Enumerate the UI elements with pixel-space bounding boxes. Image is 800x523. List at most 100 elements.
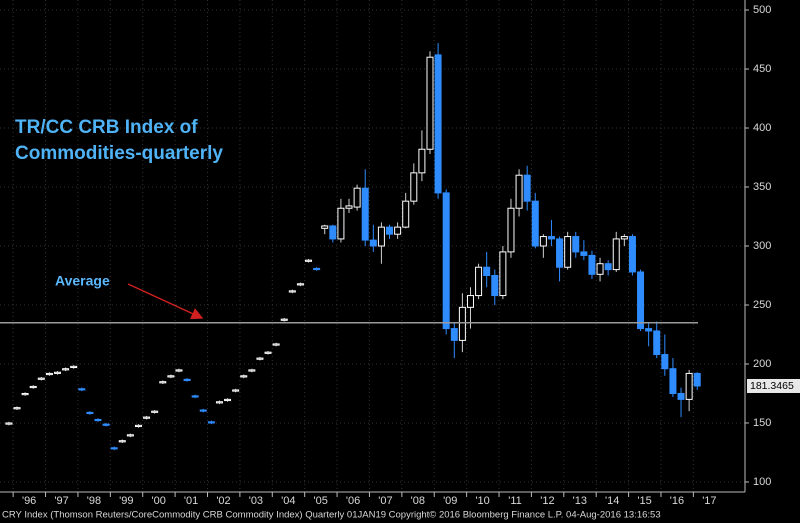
candle-body <box>580 251 588 256</box>
candles <box>5 43 701 451</box>
candle-body <box>37 377 45 380</box>
x-tick-label: '04 <box>281 495 295 507</box>
candle-body <box>693 372 701 387</box>
candle-body <box>669 368 677 394</box>
candle-body <box>483 266 491 276</box>
x-tick-label: '06 <box>346 495 360 507</box>
candle-body <box>523 174 531 202</box>
candle-body <box>450 328 458 341</box>
candle-body <box>491 274 499 297</box>
candle-body <box>653 330 661 356</box>
candle-body <box>288 290 296 293</box>
candle-body <box>677 392 685 400</box>
x-tick-label: '08 <box>411 495 425 507</box>
candle-body <box>94 418 102 422</box>
candle-body <box>394 226 402 235</box>
candle-body <box>507 207 515 253</box>
candle-body <box>418 148 426 174</box>
candle-body <box>21 392 29 396</box>
last-price-box <box>747 378 800 393</box>
candle-body <box>272 343 280 346</box>
candle-body <box>685 372 693 400</box>
annotation-arrow <box>127 283 204 320</box>
candle-body <box>661 354 669 370</box>
y-tick-label: 100 <box>753 476 771 488</box>
candle-body <box>53 371 61 374</box>
candle-body <box>232 389 240 392</box>
candle-body <box>305 259 313 262</box>
x-tick-label: '07 <box>378 495 392 507</box>
candle-body <box>62 368 70 371</box>
x-tick-label: '17 <box>702 495 716 507</box>
candle-body <box>264 351 272 354</box>
candle-body <box>175 369 183 372</box>
x-tick-label: '98 <box>87 495 101 507</box>
x-tick-label: '14 <box>605 495 619 507</box>
candle-body <box>645 328 653 332</box>
x-tick-label: '09 <box>443 495 457 507</box>
x-tick-label: '12 <box>540 495 554 507</box>
candle-body <box>102 423 110 426</box>
candle-body <box>620 236 628 240</box>
candle-body <box>596 263 604 275</box>
candle-body <box>572 236 580 253</box>
candle-body <box>248 369 256 372</box>
y-tick-label: 350 <box>753 181 771 193</box>
candle-body <box>475 266 483 297</box>
last-price-label: 181.3465 <box>750 380 794 392</box>
candle-body <box>539 236 547 247</box>
candle-body <box>70 365 78 369</box>
candle-body <box>240 375 248 378</box>
candle-body <box>199 409 207 412</box>
candle-body <box>329 225 337 240</box>
y-tick-label: 300 <box>753 240 771 252</box>
candle-body <box>564 236 572 268</box>
candle-body <box>143 416 151 419</box>
y-tick-label: 150 <box>753 417 771 429</box>
candle-body <box>29 385 37 389</box>
candle-body <box>499 251 507 297</box>
y-tick-label: 400 <box>753 122 771 134</box>
candle-body <box>369 239 377 247</box>
x-tick-label: '15 <box>637 495 651 507</box>
candle-body <box>280 318 288 321</box>
source-note: CRY Index (Thomson Reuters/CoreCommodity… <box>2 510 661 521</box>
x-tick-label: '16 <box>670 495 684 507</box>
candle-body <box>515 174 523 209</box>
x-tick-label: '02 <box>216 495 230 507</box>
candle-body <box>86 411 94 415</box>
candle-body <box>78 388 86 391</box>
x-tick-label: '96 <box>22 495 36 507</box>
x-tick-label: '11 <box>508 495 522 507</box>
annotation: Average <box>55 273 110 289</box>
candle-body <box>337 207 345 240</box>
candle-body <box>345 205 353 209</box>
candle-body <box>458 306 466 341</box>
candle-body <box>466 295 474 308</box>
x-tick-label: '99 <box>119 495 133 507</box>
candle-body <box>361 187 369 241</box>
candle-body <box>386 226 394 235</box>
candle-body <box>183 378 191 382</box>
candle-body <box>612 238 620 271</box>
y-tick-label: 450 <box>753 63 771 75</box>
candle-body <box>604 263 612 271</box>
candle-body <box>377 226 385 247</box>
x-tick-label: '10 <box>475 495 489 507</box>
x-tick-label: '00 <box>152 495 166 507</box>
candle-body <box>110 447 118 450</box>
candle-body <box>134 424 142 428</box>
candle-body <box>191 395 199 398</box>
x-tick-label: '13 <box>573 495 587 507</box>
candle-body <box>296 283 304 286</box>
candle-body <box>256 357 264 360</box>
candle-body <box>426 56 434 150</box>
x-tick-label: '97 <box>54 495 68 507</box>
x-tick-label: '05 <box>314 495 328 507</box>
candle-body <box>353 187 361 208</box>
candle-body <box>402 200 410 228</box>
candle-body <box>224 398 232 402</box>
candle-body <box>13 407 21 410</box>
